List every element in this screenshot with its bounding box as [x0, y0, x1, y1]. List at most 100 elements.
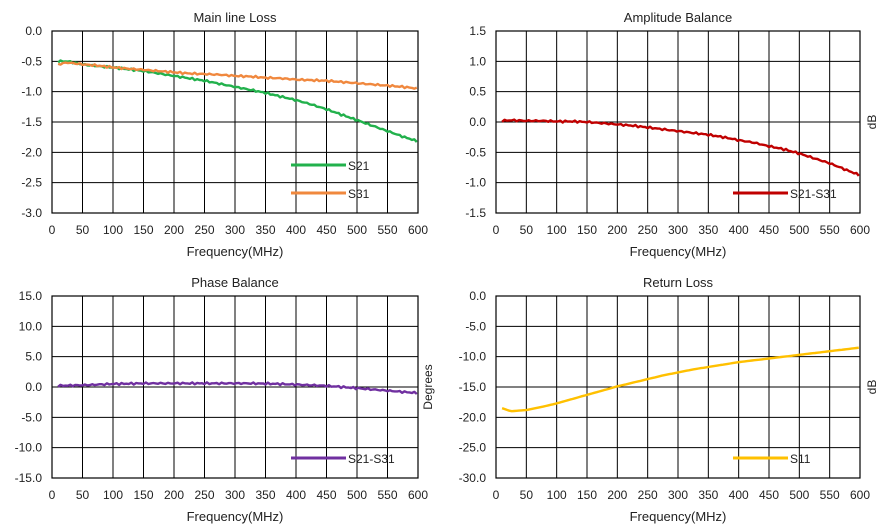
x-tick-label: 400	[729, 488, 749, 502]
x-axis-label: Frequency(MHz)	[187, 509, 284, 524]
y-tick-label: -15.0	[15, 471, 43, 485]
x-tick-label: 400	[286, 223, 306, 237]
x-tick-label: 50	[76, 488, 90, 502]
plot-area	[495, 30, 861, 214]
chart-title: Amplitude Balance	[624, 10, 732, 25]
y-tick-label: 0.0	[25, 24, 42, 38]
y-tick-label: -2.5	[21, 176, 42, 190]
x-tick-label: 550	[820, 223, 840, 237]
plot-area	[495, 295, 861, 479]
y-axis-label: dB	[865, 115, 879, 130]
x-tick-label: 350	[698, 223, 718, 237]
y-tick-label: 15.0	[19, 289, 43, 303]
y-tick-label: -0.5	[21, 54, 42, 68]
y-tick-label: -0.5	[465, 145, 486, 159]
legend-label: S21-S31	[348, 452, 395, 466]
x-tick-label: 350	[698, 488, 718, 502]
x-tick-label: 0	[493, 223, 500, 237]
x-tick-label: 150	[577, 488, 597, 502]
x-tick-label: 600	[408, 223, 428, 237]
x-tick-label: 600	[850, 223, 870, 237]
series-line-s21	[57, 59, 418, 143]
x-tick-label: 0	[49, 488, 56, 502]
x-tick-label: 400	[729, 223, 749, 237]
y-tick-label: -1.0	[465, 176, 486, 190]
y-tick-label: -10.0	[459, 350, 487, 364]
x-tick-label: 150	[133, 223, 153, 237]
y-tick-label: -1.0	[21, 85, 42, 99]
x-tick-label: 150	[577, 223, 597, 237]
series-line-s21-s31	[57, 381, 418, 395]
plot-area	[51, 30, 419, 214]
y-tick-label: 0.0	[25, 380, 42, 394]
plot-area	[51, 295, 419, 479]
chart-4: Return Loss 0 50 100 150 200 250 300 350 400 450 50…	[459, 275, 879, 524]
x-tick-label: 100	[103, 488, 123, 502]
y-tick-label: 0.0	[469, 115, 486, 129]
y-axis-label: Degrees	[421, 364, 435, 409]
chart-3: Phase Balance 0 50 100 150 200 250 300 350 400 450…	[15, 275, 435, 524]
y-axis-label: dB	[865, 380, 879, 395]
x-tick-label: 250	[194, 488, 214, 502]
x-tick-label: 550	[377, 223, 397, 237]
x-tick-label: 100	[547, 223, 567, 237]
y-tick-label: -30.0	[459, 471, 487, 485]
series-line-s21-s31	[501, 118, 860, 177]
x-tick-label: 100	[103, 223, 123, 237]
y-tick-label: 1.0	[469, 54, 486, 68]
y-tick-label: -2.0	[21, 145, 42, 159]
x-tick-label: 250	[638, 223, 658, 237]
y-tick-label: 0.0	[469, 289, 486, 303]
x-axis-label: Frequency(MHz)	[630, 244, 727, 259]
y-tick-label: 5.0	[25, 350, 42, 364]
y-tick-label: -5.0	[465, 319, 486, 333]
chart-title: Phase Balance	[191, 275, 278, 290]
x-axis-label: Frequency(MHz)	[630, 509, 727, 524]
chart-1: Main line Loss 0 50 100 150 200 250 300 350 400 45…	[21, 10, 428, 259]
x-tick-label: 600	[850, 488, 870, 502]
x-tick-label: 200	[607, 488, 627, 502]
x-tick-label: 0	[493, 488, 500, 502]
x-tick-label: 300	[668, 488, 688, 502]
y-tick-label: -15.0	[459, 380, 487, 394]
x-tick-label: 600	[408, 488, 428, 502]
x-tick-label: 550	[377, 488, 397, 502]
x-tick-label: 300	[668, 223, 688, 237]
y-tick-label: -3.0	[21, 206, 42, 220]
y-tick-label: -5.0	[21, 410, 42, 424]
series-line-s11	[501, 346, 859, 413]
x-tick-label: 500	[789, 488, 809, 502]
y-tick-label: -10.0	[15, 441, 43, 455]
x-tick-label: 550	[820, 488, 840, 502]
x-tick-label: 300	[225, 488, 245, 502]
chart-title: Return Loss	[643, 275, 714, 290]
x-tick-label: 200	[164, 488, 184, 502]
x-tick-label: 500	[347, 223, 367, 237]
legend-label: S31	[348, 187, 370, 201]
x-tick-label: 50	[520, 488, 534, 502]
chart-title: Main line Loss	[193, 10, 277, 25]
legend-label: S21-S31	[790, 187, 837, 201]
legend-label: S11	[790, 452, 811, 466]
y-tick-label: -25.0	[459, 441, 487, 455]
x-tick-label: 350	[255, 223, 275, 237]
x-tick-label: 450	[759, 488, 779, 502]
x-tick-label: 100	[547, 488, 567, 502]
x-tick-label: 500	[347, 488, 367, 502]
x-axis-label: Frequency(MHz)	[187, 244, 284, 259]
y-tick-label: -1.5	[465, 206, 486, 220]
x-tick-label: 250	[194, 223, 214, 237]
x-tick-label: 450	[316, 488, 336, 502]
x-tick-label: 400	[286, 488, 306, 502]
y-tick-label: 0.5	[469, 85, 486, 99]
x-tick-label: 50	[76, 223, 90, 237]
series-line-s31	[57, 61, 418, 90]
x-tick-label: 300	[225, 223, 245, 237]
chart-2: Amplitude Balance 0 50 100 150 200 250 300 350 40…	[465, 10, 879, 259]
x-tick-label: 150	[133, 488, 153, 502]
x-tick-label: 350	[255, 488, 275, 502]
x-tick-label: 50	[520, 223, 534, 237]
x-tick-label: 450	[759, 223, 779, 237]
x-tick-label: 500	[789, 223, 809, 237]
